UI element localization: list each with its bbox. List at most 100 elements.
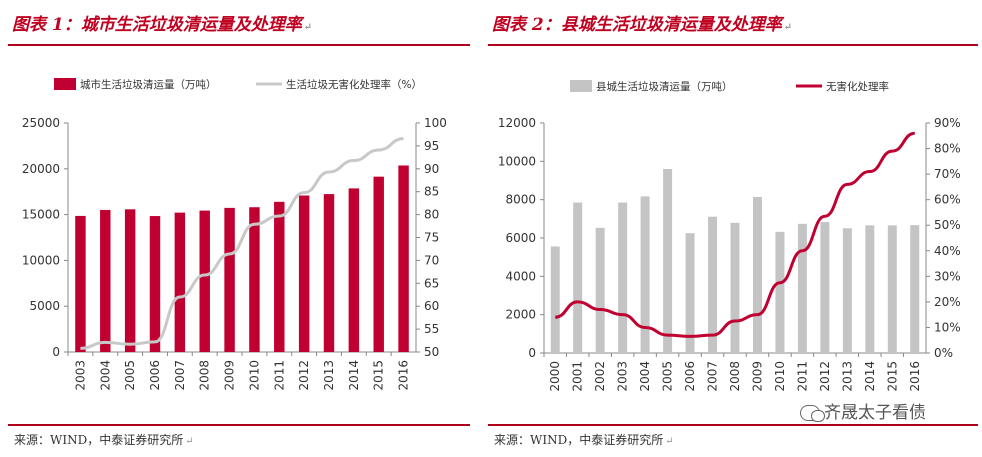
bar	[640, 196, 650, 353]
x-tick-label: 2004	[98, 360, 112, 391]
bar	[708, 216, 718, 353]
x-tick-label: 2012	[818, 361, 832, 392]
bar	[865, 225, 875, 353]
source-note-1: 来源：WIND，中泰证券研究所 ↵	[14, 433, 194, 447]
x-tick-label: 2007	[706, 361, 720, 392]
legend-label: 县城生活垃圾清运量（万吨）	[596, 80, 733, 93]
left-tick-label: 8000	[505, 193, 536, 207]
legend-label: 城市生活垃圾清运量（万吨）	[80, 78, 217, 91]
right-tick-label: 80	[424, 208, 439, 222]
bar	[298, 195, 310, 352]
bar	[323, 194, 335, 352]
x-tick-label: 2008	[728, 361, 742, 392]
right-tick-label: 30%	[934, 269, 961, 283]
x-tick-label: 2016	[908, 361, 922, 392]
left-tick-label: 10000	[498, 154, 536, 168]
series-line	[80, 137, 404, 350]
x-tick-label: 2009	[750, 361, 764, 392]
x-tick-label: 2013	[322, 360, 336, 391]
x-tick-label: 2002	[593, 361, 607, 392]
bar	[124, 209, 136, 352]
left-tick-label: 0	[52, 345, 60, 359]
right-tick-label: 90	[424, 162, 439, 176]
bar	[149, 216, 161, 352]
right-tick-label: 0%	[934, 346, 953, 360]
right-tick-label: 65	[424, 276, 439, 290]
source-note-2: 来源：WIND，中泰证券研究所 ↵	[494, 433, 674, 447]
bar	[373, 176, 384, 352]
left-tick-label: 6000	[505, 231, 536, 245]
right-tick-label: 75	[424, 231, 439, 245]
legend-label: 无害化处理率	[826, 80, 889, 93]
left-tick-label: 20000	[22, 162, 60, 176]
right-tick-label: 50%	[934, 218, 961, 232]
right-tick-label: 20%	[934, 295, 961, 309]
bar	[75, 215, 86, 352]
right-tick-label: 60%	[934, 193, 961, 207]
chart-2: 县城生活垃圾清运量（万吨） 无害化处理率 0 2000 4000 6000 8000 1000…	[498, 80, 961, 392]
x-tick-label: 2003	[73, 360, 87, 391]
right-tick-label: 50	[424, 345, 439, 359]
edit-mark: ↵	[185, 436, 194, 447]
source-divider	[8, 424, 470, 426]
x-tick-label: 2011	[795, 361, 809, 392]
x-tick-label: 2008	[198, 360, 212, 391]
chart-legend: 县城生活垃圾清运量（万吨） 无害化处理率	[570, 80, 889, 93]
legend-swatch	[54, 78, 76, 90]
bar	[224, 207, 235, 352]
bar	[618, 202, 628, 353]
bar	[174, 212, 186, 352]
bar	[398, 165, 409, 352]
x-tick-label: 2014	[347, 360, 361, 391]
x-tick-label: 2003	[616, 361, 630, 392]
left-tick-label: 0	[528, 346, 536, 360]
bar	[730, 222, 740, 353]
right-tick-label: 70%	[934, 167, 961, 181]
bar	[663, 169, 673, 353]
bar	[887, 225, 897, 353]
x-tick-label: 2000	[548, 361, 562, 392]
bar	[910, 225, 920, 353]
right-tick-label: 90%	[934, 116, 961, 130]
right-tick-label: 100	[424, 116, 447, 130]
edit-mark: ↵	[303, 22, 313, 33]
bar	[550, 246, 560, 353]
right-tick-label: 80%	[934, 142, 961, 156]
chart-legend: 城市生活垃圾清运量（万吨） 生活垃圾无害化处理率（%）	[54, 78, 422, 91]
x-tick-label: 2006	[148, 360, 162, 391]
title-divider	[488, 44, 978, 46]
x-tick-label: 2005	[123, 360, 137, 391]
left-tick-label: 5000	[29, 299, 60, 313]
bar	[573, 202, 583, 353]
left-tick-label: 25000	[22, 116, 60, 130]
right-tick-label: 10%	[934, 320, 961, 334]
x-tick-label: 2011	[272, 360, 286, 391]
chart-title-1: 图表 1：城市生活垃圾清运量及处理率 ↵	[12, 15, 313, 35]
legend-label: 生活垃圾无害化处理率（%）	[286, 78, 422, 91]
x-tick-label: 2015	[372, 360, 386, 391]
bar	[199, 210, 210, 352]
watermark: 齐晟太子看债	[800, 398, 926, 423]
chart-title-2: 图表 2：县城生活垃圾清运量及处理率 ↵	[492, 15, 793, 35]
legend-swatch	[570, 80, 592, 92]
x-tick-label: 2014	[863, 361, 877, 392]
left-tick-label: 4000	[505, 269, 536, 283]
x-tick-label: 2015	[885, 361, 899, 392]
right-tick-label: 70	[424, 253, 439, 267]
x-tick-label: 2005	[661, 361, 675, 392]
bar	[595, 227, 605, 353]
x-tick-label: 2004	[638, 361, 652, 392]
bar	[752, 196, 762, 353]
bar	[348, 188, 360, 352]
chart-1: 城市生活垃圾清运量（万吨） 生活垃圾无害化处理率（%） 0 5000 10000 1500…	[22, 78, 447, 391]
x-tick-label: 2009	[223, 360, 237, 391]
left-tick-label: 10000	[22, 253, 60, 267]
x-tick-label: 2007	[173, 360, 187, 391]
right-tick-label: 40%	[934, 244, 961, 258]
bar	[685, 233, 695, 353]
left-tick-label: 2000	[505, 308, 536, 322]
x-tick-label: 2013	[840, 361, 854, 392]
chart-panel-2: 图表 2：县城生活垃圾清运量及处理率 ↵ 县城生活垃圾清运量（万吨） 无害化处理率 0…	[480, 0, 982, 457]
x-tick-label: 2012	[297, 360, 311, 391]
right-tick-label: 60	[424, 299, 439, 313]
